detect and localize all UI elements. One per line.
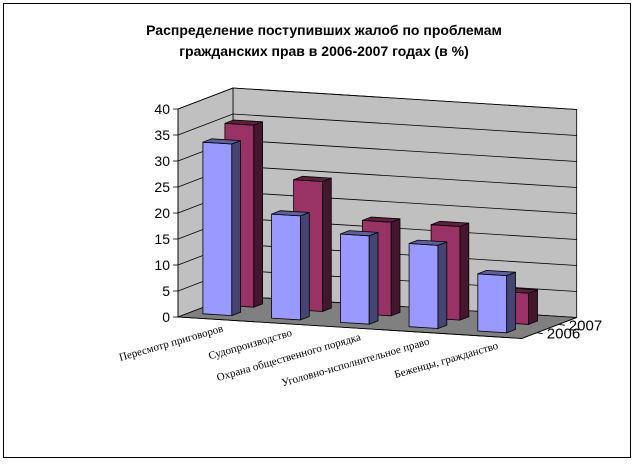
bar-2006 bbox=[271, 210, 310, 321]
bar-top-face bbox=[362, 216, 401, 223]
depth-axis-line bbox=[521, 317, 577, 339]
chart-title-line-1: Распределение поступивших жалоб по пробл… bbox=[146, 22, 502, 38]
bar-front-face bbox=[202, 141, 233, 317]
bar-side-face bbox=[300, 211, 310, 321]
x-axis-line bbox=[177, 316, 522, 339]
bar-2006 bbox=[339, 230, 379, 325]
depth-tick-mark bbox=[558, 323, 565, 326]
bar-side-face bbox=[231, 140, 242, 317]
bar-front-face bbox=[339, 233, 370, 325]
bar-top-face bbox=[408, 239, 447, 246]
bar-top-face bbox=[477, 269, 516, 277]
bar-top-face bbox=[224, 119, 263, 126]
gridline bbox=[177, 113, 577, 136]
bar-2006 bbox=[202, 138, 242, 317]
y-tick-label: 35 bbox=[154, 127, 170, 143]
chart-title-line-2: гражданских прав в 2006-2007 годах (в %) bbox=[179, 43, 469, 59]
depth-tick-mark bbox=[536, 332, 543, 335]
bar-side-face bbox=[368, 231, 379, 325]
bar-2006 bbox=[408, 239, 448, 330]
series-label-2007: 2007 bbox=[569, 317, 602, 334]
bar-side-face bbox=[506, 271, 516, 334]
bar-side-face bbox=[459, 222, 470, 321]
bar-side-face bbox=[390, 218, 401, 317]
series-label-2006: 2006 bbox=[547, 326, 580, 343]
bar-front-face bbox=[408, 243, 439, 329]
y-tick-label: 25 bbox=[154, 179, 170, 195]
y-tick-label: 15 bbox=[154, 231, 170, 247]
bar-side-face bbox=[253, 121, 264, 308]
bar-2006 bbox=[477, 269, 516, 334]
y-tick-label: 10 bbox=[154, 257, 170, 273]
y-tick-label: 20 bbox=[154, 205, 170, 221]
bar-top-face bbox=[293, 175, 332, 182]
bar-top-face bbox=[202, 138, 241, 145]
y-tick-label: 40 bbox=[154, 101, 170, 117]
bar-top-face bbox=[430, 220, 469, 227]
gridline bbox=[177, 87, 577, 110]
bar-front-face bbox=[271, 213, 301, 321]
bar-side-face bbox=[437, 241, 448, 330]
bar-side-face bbox=[322, 177, 332, 313]
y-tick-label: 30 bbox=[154, 153, 170, 169]
chart-title: Распределение поступивших жалоб по пробл… bbox=[44, 20, 604, 62]
y-tick-label: 0 bbox=[162, 309, 170, 325]
y-tick-label: 5 bbox=[162, 283, 170, 299]
bar-side-face bbox=[528, 289, 538, 325]
bar-front-face bbox=[477, 273, 508, 334]
bar-top-face bbox=[271, 210, 310, 217]
bar-top-face bbox=[340, 230, 379, 237]
